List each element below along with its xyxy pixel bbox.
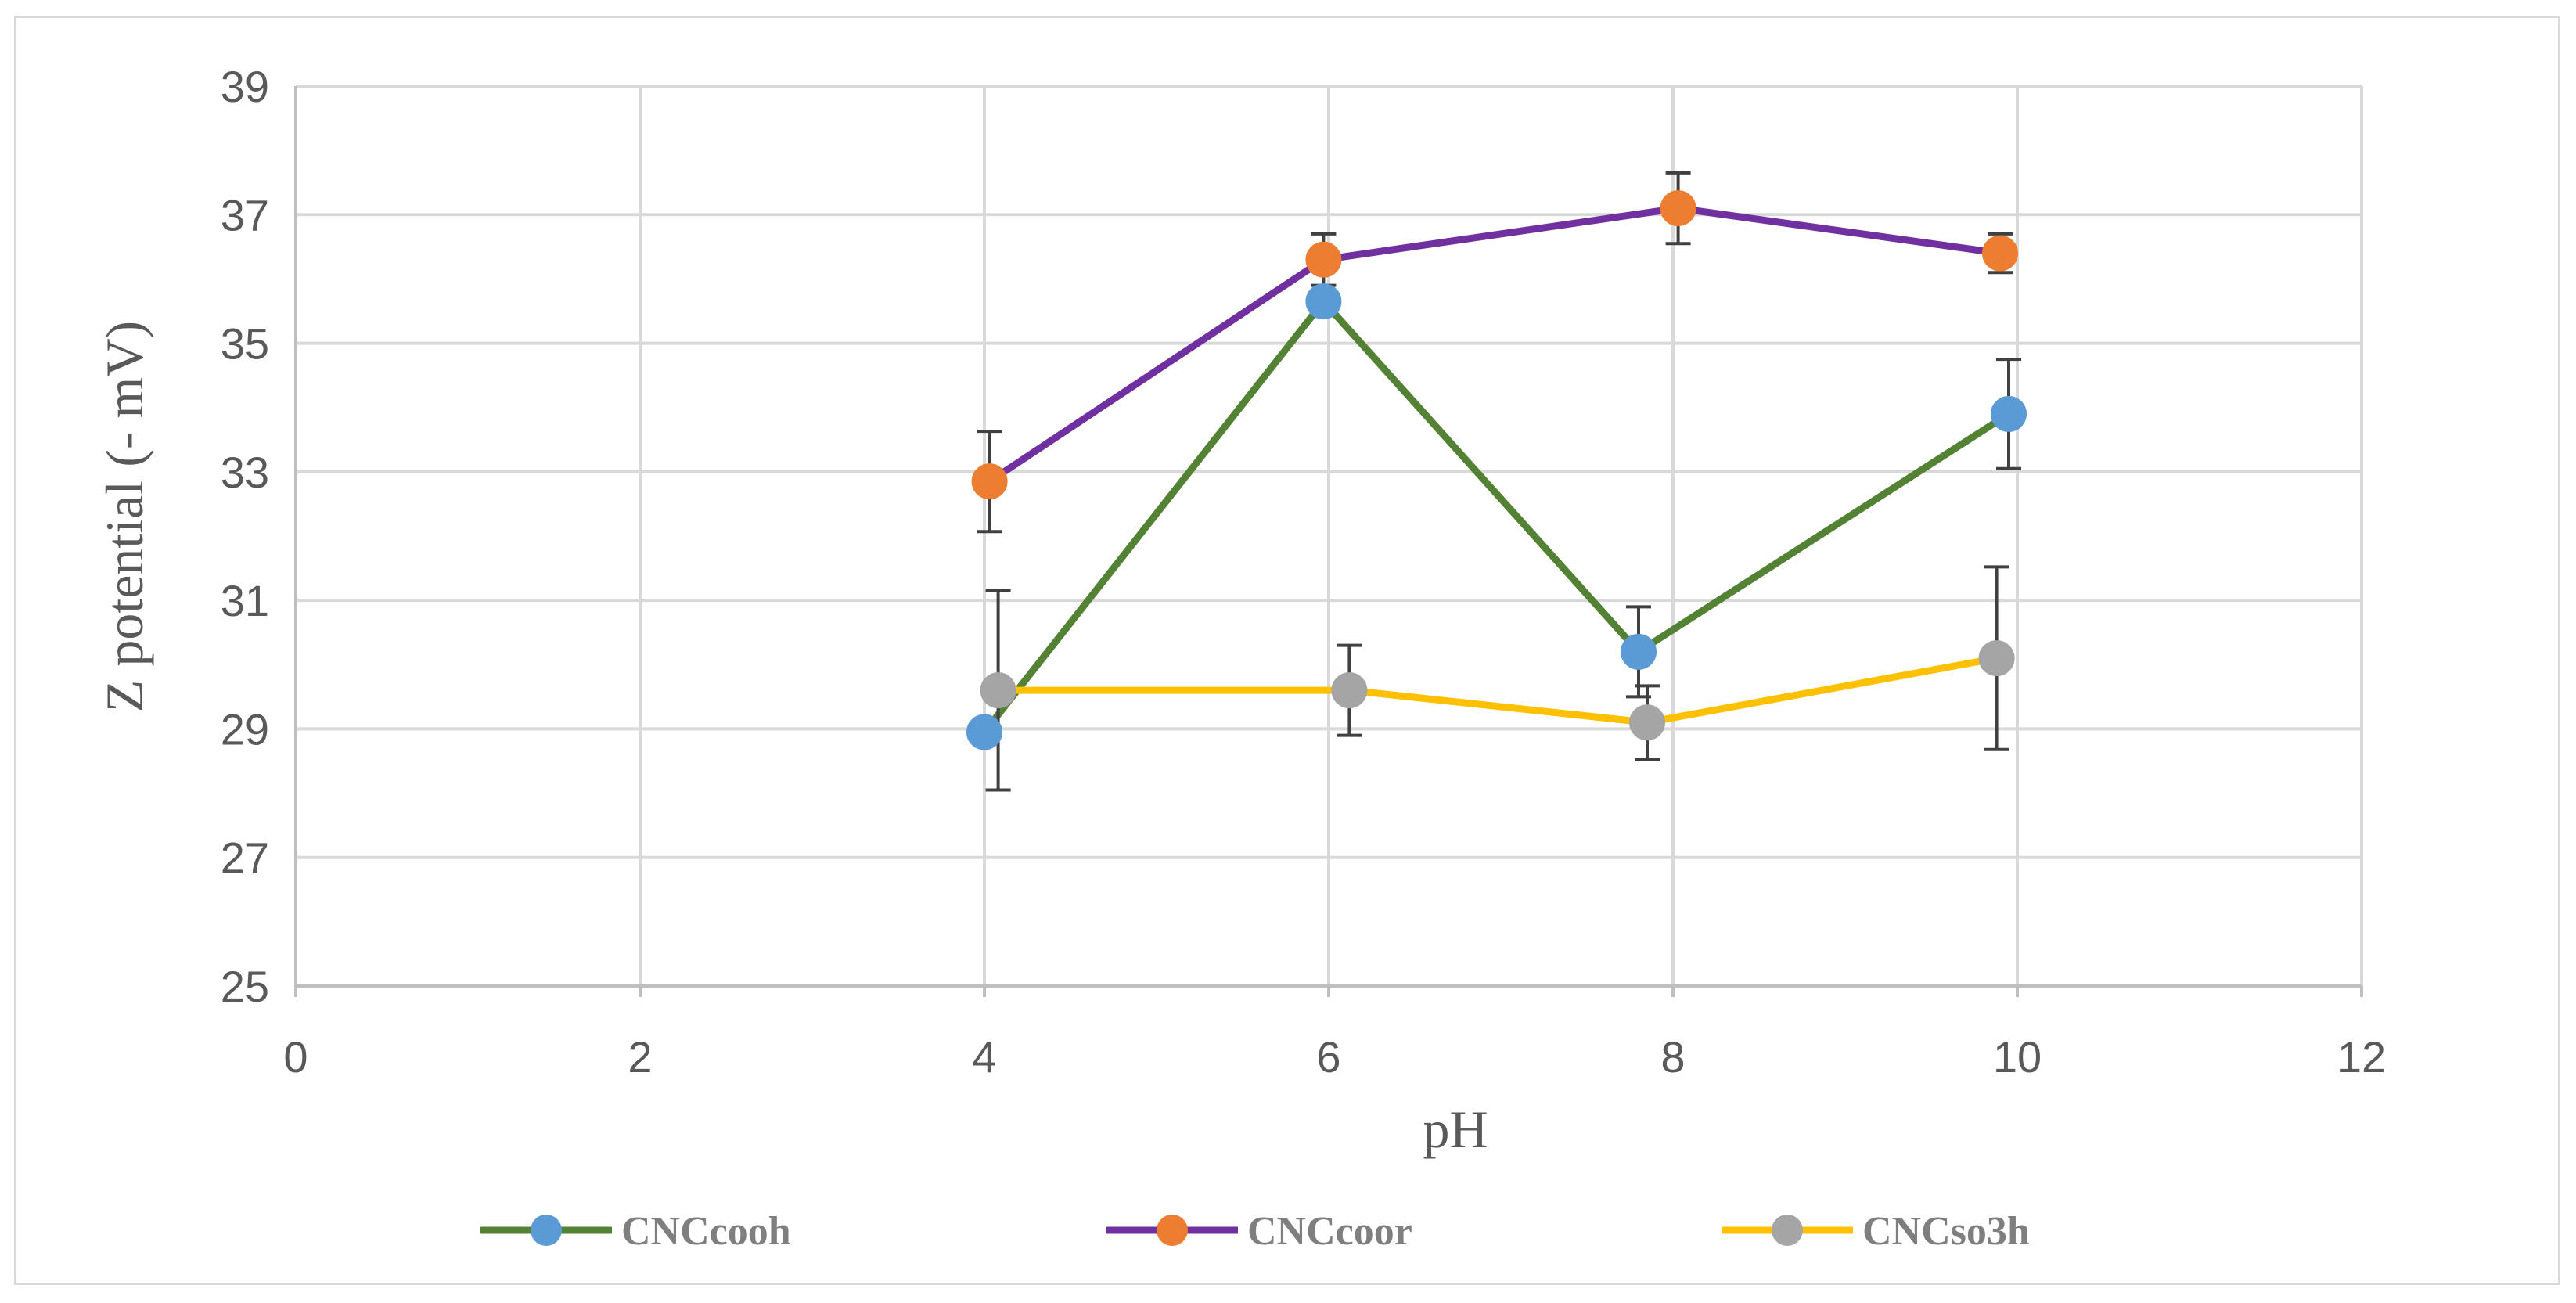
y-tick-label: 33: [221, 448, 269, 497]
axes: 25 27 29 31 33 35 37 39 0 2 4 6 8 10 12: [221, 62, 2386, 1082]
series-line-cnccooh: [981, 297, 2011, 735]
data-point-cncso3h: [980, 672, 1016, 709]
legend-marker-cnccoor: [1157, 1215, 1188, 1246]
data-point-cnccoor: [1660, 190, 1696, 227]
x-tick-label: 12: [2337, 1032, 2386, 1082]
y-tick-label: 39: [221, 62, 269, 111]
x-tick-label: 10: [1993, 1032, 2042, 1082]
legend: CNCcooh CNCcoor CNCso3h: [480, 1209, 2030, 1254]
y-tick-label: 25: [221, 962, 269, 1011]
y-tick-label: 35: [221, 319, 269, 369]
series-line-cnccoor: [988, 204, 2001, 484]
axis-labels: pH Z potential (- mV): [95, 321, 1488, 1159]
data-point-cnccoor: [1982, 235, 2018, 272]
data-point-cnccooh: [1621, 633, 1657, 670]
series-lines: [981, 204, 2011, 735]
x-tick-label: 8: [1660, 1032, 1685, 1082]
x-tick-label: 0: [283, 1032, 308, 1082]
data-point-cnccoor: [971, 463, 1008, 500]
chart-frame: [14, 16, 2560, 1285]
x-axis-title: pH: [1423, 1100, 1488, 1159]
y-tick-label: 27: [221, 833, 269, 883]
legend-label-cncso3h: CNCso3h: [1862, 1209, 2030, 1254]
legend-marker-cnccooh: [531, 1215, 562, 1246]
x-tick-label: 6: [1316, 1032, 1340, 1082]
data-point-cncso3h: [1629, 704, 1665, 741]
legend-label-cnccooh: CNCcooh: [621, 1209, 791, 1254]
series-line-cncso3h: [998, 654, 1998, 726]
y-tick-label: 31: [221, 576, 269, 625]
data-point-cnccooh: [1991, 395, 2027, 432]
data-point-cncso3h: [1331, 672, 1368, 709]
gridlines: [296, 85, 2363, 986]
data-markers: [966, 190, 2027, 750]
data-point-cnccooh: [1305, 283, 1342, 320]
y-axis-title: Z potential (- mV): [95, 321, 154, 712]
x-tick-label: 2: [628, 1032, 652, 1082]
error-bars: [977, 171, 2021, 792]
legend-marker-cncso3h: [1772, 1215, 1803, 1246]
x-tick-label: 4: [972, 1032, 996, 1082]
y-tick-label: 29: [221, 704, 269, 754]
data-point-cncso3h: [1978, 640, 2015, 677]
y-tick-label: 37: [221, 190, 269, 239]
data-point-cnccooh: [966, 714, 1002, 750]
data-point-cnccoor: [1305, 241, 1342, 278]
legend-label-cnccoor: CNCcoor: [1247, 1209, 1412, 1254]
